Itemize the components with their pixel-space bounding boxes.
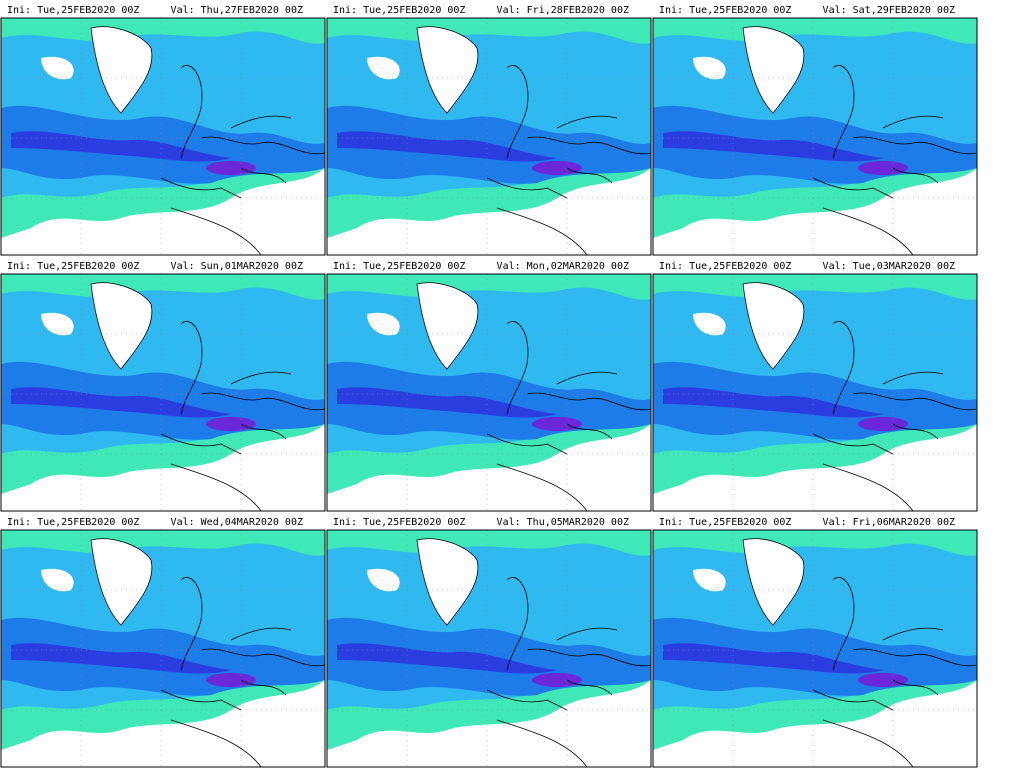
weather-map — [1, 274, 325, 511]
init-time: Ini: Tue,25FEB2020 00Z — [659, 517, 791, 528]
weather-map — [327, 530, 651, 767]
init-time: Ini: Tue,25FEB2020 00Z — [7, 517, 139, 528]
map-frame — [326, 273, 652, 512]
init-time: Ini: Tue,25FEB2020 00Z — [7, 5, 139, 16]
init-time: Ini: Tue,25FEB2020 00Z — [7, 261, 139, 272]
map-frame — [326, 17, 652, 256]
valid-time: Val: Mon,02MAR2020 00Z — [497, 261, 629, 272]
weather-map — [653, 530, 977, 767]
map-frame — [652, 529, 978, 768]
weather-map — [1, 18, 325, 255]
map-frame — [652, 17, 978, 256]
map-frame — [0, 529, 326, 768]
valid-time: Val: Tue,03MAR2020 00Z — [823, 261, 955, 272]
valid-time: Val: Sat,29FEB2020 00Z — [823, 5, 955, 16]
weather-map — [653, 274, 977, 511]
weather-map — [653, 18, 977, 255]
map-frame — [0, 273, 326, 512]
valid-time: Val: Wed,04MAR2020 00Z — [171, 517, 303, 528]
map-frame — [0, 17, 326, 256]
init-time: Ini: Tue,25FEB2020 00Z — [333, 517, 465, 528]
weather-map — [1, 530, 325, 767]
init-time: Ini: Tue,25FEB2020 00Z — [333, 261, 465, 272]
init-time: Ini: Tue,25FEB2020 00Z — [333, 5, 465, 16]
map-frame — [326, 529, 652, 768]
init-time: Ini: Tue,25FEB2020 00Z — [659, 261, 791, 272]
valid-time: Val: Thu,27FEB2020 00Z — [171, 5, 303, 16]
valid-time: Val: Fri,28FEB2020 00Z — [497, 5, 629, 16]
valid-time: Val: Thu,05MAR2020 00Z — [497, 517, 629, 528]
init-time: Ini: Tue,25FEB2020 00Z — [659, 5, 791, 16]
map-frame — [652, 273, 978, 512]
weather-map — [327, 274, 651, 511]
valid-time: Val: Sun,01MAR2020 00Z — [171, 261, 303, 272]
weather-map — [327, 18, 651, 255]
valid-time: Val: Fri,06MAR2020 00Z — [823, 517, 955, 528]
